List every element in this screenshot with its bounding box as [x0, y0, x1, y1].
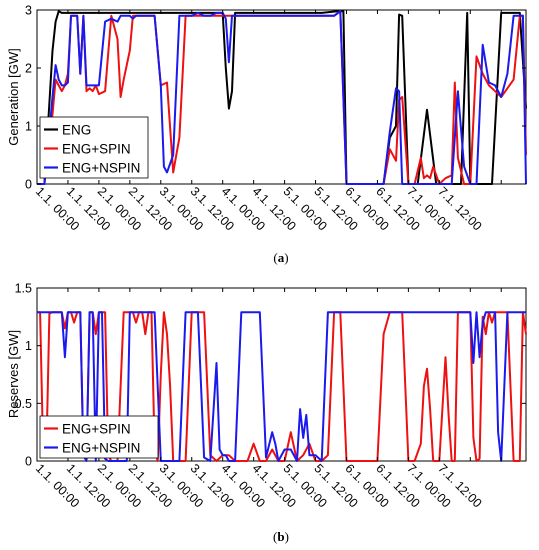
reserves-y-tick-label: 0	[25, 455, 32, 469]
generation-y-axis-label: Generation [GW]	[6, 48, 21, 146]
generation-legend-label: ENG+SPIN	[62, 142, 131, 157]
generation-series-line-2	[37, 10, 527, 185]
generation-y-tick-label: 0	[25, 178, 32, 192]
generation-y-ticks: 0 1 2 3	[25, 4, 526, 192]
reserves-legend-box	[39, 415, 159, 459]
reserves-y-axis-label: Reserves [GW]	[6, 330, 21, 418]
generation-legend: ENG ENG+SPIN ENG+NSPIN	[39, 116, 149, 179]
generation-legend-label: ENG	[62, 123, 91, 138]
reserves-legend-label: ENG+NSPIN	[62, 441, 140, 456]
caption-b: (b)	[273, 529, 289, 544]
reserves-y-tick-label: 1	[25, 339, 32, 353]
reserves-series-line-1	[37, 311, 526, 462]
reserves-y-tick-label: 1.5	[15, 282, 32, 296]
generation-y-tick-label: 1	[25, 120, 32, 134]
generation-series	[37, 10, 527, 185]
reserves-legend: ENG+SPIN ENG+NSPIN	[39, 415, 159, 459]
reserves-y-tick-label: 0.5	[15, 397, 32, 411]
generation-legend-label: ENG+NSPIN	[62, 161, 140, 176]
generation-y-tick-label: 3	[25, 4, 32, 18]
reserves-panel: 00.511.5 1.1. 00:001.1. 12:002.1. 00:002…	[6, 282, 527, 544]
caption-a: (a)	[273, 250, 288, 265]
reserves-y-ticks: 0 0.5 1 1.5	[15, 282, 526, 469]
reserves-legend-label: ENG+SPIN	[62, 422, 131, 437]
generation-y-tick-label: 2	[25, 62, 32, 76]
reserves-series	[37, 311, 527, 462]
